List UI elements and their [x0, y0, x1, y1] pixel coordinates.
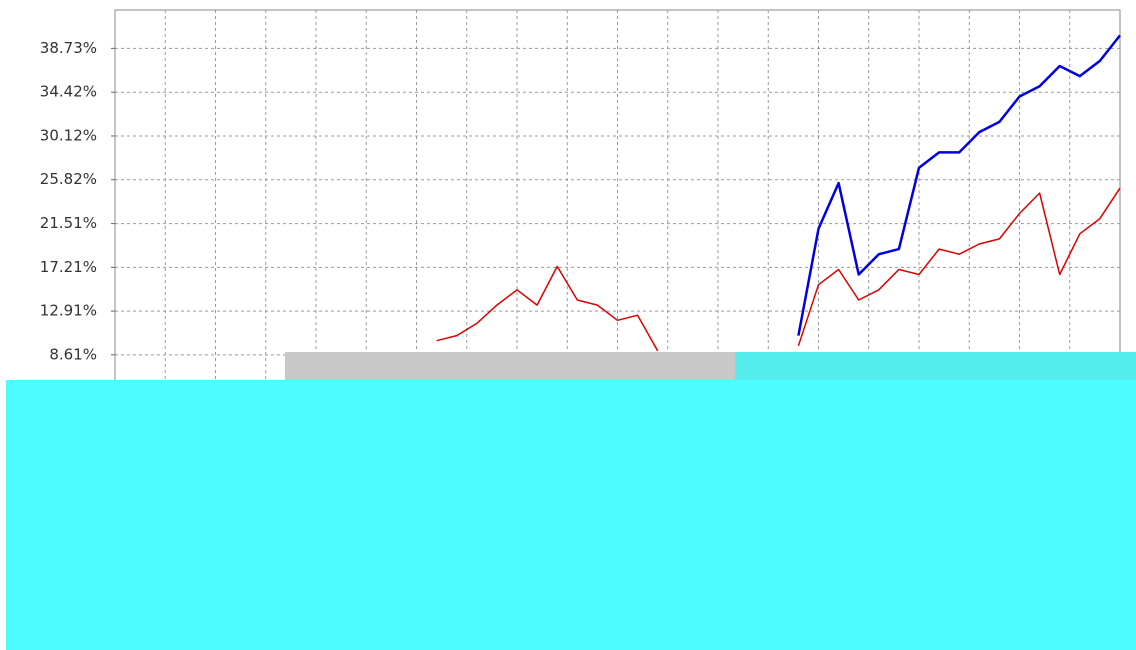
- y-tick-label: 12.91%: [40, 302, 97, 320]
- chart-layer: 8.61% 12.91% 17.21% 21.51% 25.82% 30.12% 34.42…: [40, 34, 1121, 363]
- overlay-block: [6, 380, 1136, 650]
- series-line: [436, 187, 1121, 352]
- y-tick-label: 21.51%: [40, 214, 97, 232]
- y-tick-label: 34.42%: [40, 83, 97, 101]
- glitch-strip: [735, 352, 1136, 380]
- y-tick-label: 25.82%: [40, 170, 97, 188]
- y-tick-label: 38.73%: [40, 39, 97, 57]
- y-tick-label: 17.21%: [40, 258, 97, 276]
- y-tick-label: 30.12%: [40, 126, 97, 144]
- series-line: [797, 34, 1121, 336]
- y-tick-label: 8.61%: [49, 345, 97, 363]
- glitch-strip: [285, 352, 735, 380]
